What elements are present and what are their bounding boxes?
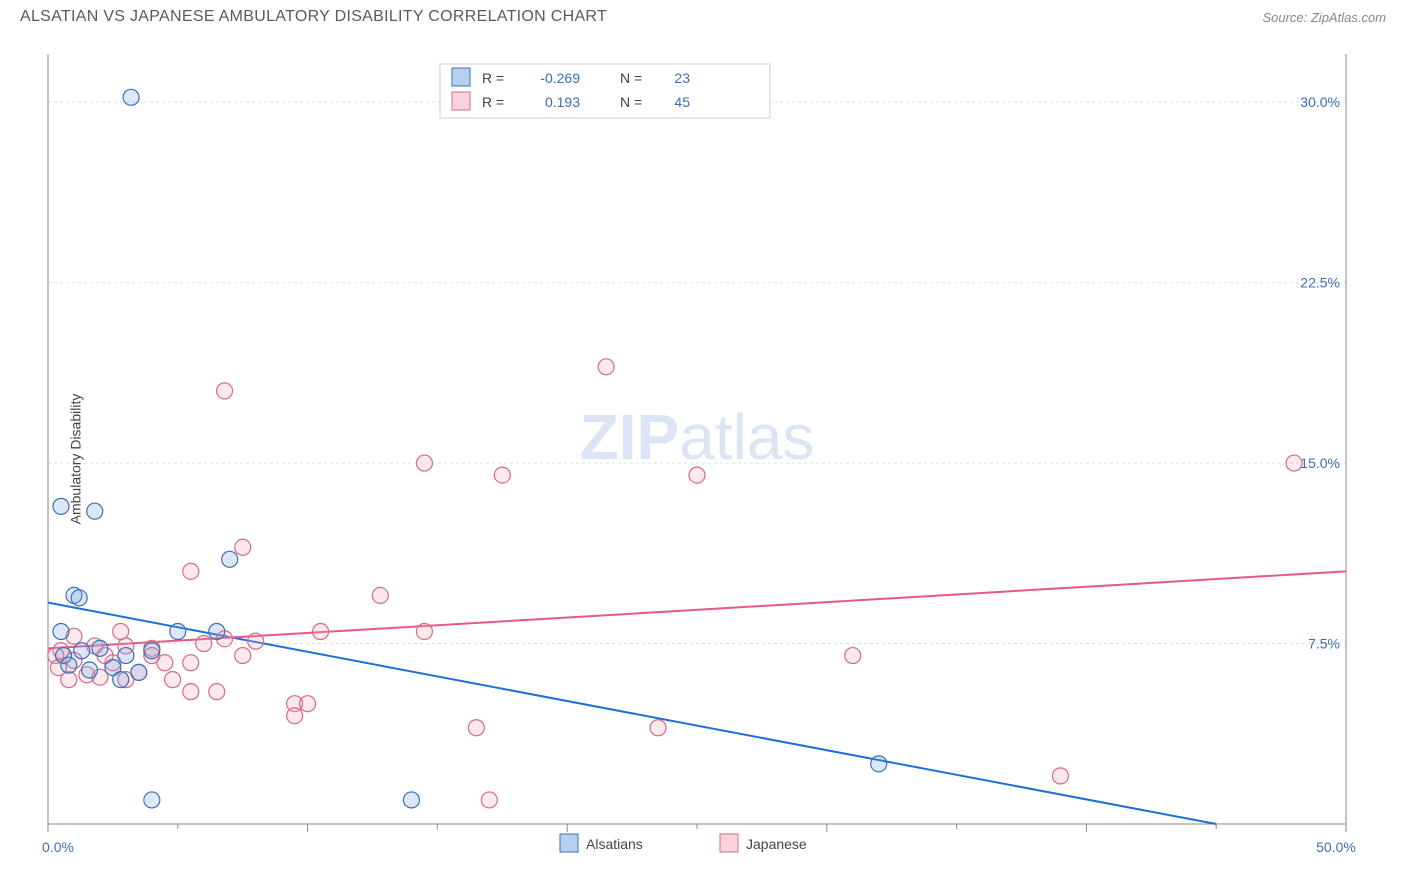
- y-tick-label: 30.0%: [1300, 94, 1340, 110]
- scatter-point-alsatians: [871, 756, 887, 772]
- legend-r-label: R =: [482, 94, 504, 110]
- legend-n-label: N =: [620, 70, 642, 86]
- scatter-point-japanese: [209, 684, 225, 700]
- bottom-legend-label: Alsatians: [586, 836, 643, 852]
- legend-r-value: -0.269: [540, 70, 580, 86]
- scatter-point-alsatians: [82, 662, 98, 678]
- bottom-legend-swatch: [560, 834, 578, 852]
- legend-n-value: 23: [674, 70, 690, 86]
- scatter-point-japanese: [248, 633, 264, 649]
- chart-header: ALSATIAN VS JAPANESE AMBULATORY DISABILI…: [0, 0, 1406, 34]
- scatter-point-japanese: [235, 648, 251, 664]
- scatter-point-alsatians: [53, 624, 69, 640]
- scatter-point-alsatians: [209, 624, 225, 640]
- scatter-point-japanese: [372, 587, 388, 603]
- scatter-point-japanese: [287, 708, 303, 724]
- scatter-point-japanese: [165, 672, 181, 688]
- scatter-point-japanese: [1052, 768, 1068, 784]
- x-axis-label-right: 50.0%: [1316, 839, 1356, 855]
- scatter-point-alsatians: [92, 640, 108, 656]
- scatter-point-alsatians: [131, 664, 147, 680]
- scatter-point-alsatians: [74, 643, 90, 659]
- legend-swatch: [452, 68, 470, 86]
- scatter-point-japanese: [481, 792, 497, 808]
- scatter-chart: ZIPatlas 7.5% 15.0% 22.5% 30.0% 0.0% 50.0% R = -…: [0, 34, 1406, 884]
- scatter-point-alsatians: [123, 89, 139, 105]
- chart-container: Ambulatory Disability ZIPatlas 7.5% 15.0% 2…: [0, 34, 1406, 884]
- chart-source: Source: ZipAtlas.com: [1262, 10, 1386, 25]
- y-tick-label: 22.5%: [1300, 275, 1340, 291]
- scatter-point-alsatians: [87, 503, 103, 519]
- scatter-point-japanese: [494, 467, 510, 483]
- legend-r-value: 0.193: [545, 94, 580, 110]
- scatter-point-japanese: [196, 636, 212, 652]
- scatter-point-alsatians: [403, 792, 419, 808]
- scatter-point-japanese: [313, 624, 329, 640]
- scatter-point-japanese: [845, 648, 861, 664]
- y-tick-label: 15.0%: [1300, 455, 1340, 471]
- bottom-legend-swatch: [720, 834, 738, 852]
- scatter-point-japanese: [468, 720, 484, 736]
- scatter-point-alsatians: [118, 648, 134, 664]
- scatter-point-japanese: [183, 563, 199, 579]
- scatter-point-alsatians: [113, 672, 129, 688]
- legend-r-label: R =: [482, 70, 504, 86]
- legend-n-label: N =: [620, 94, 642, 110]
- scatter-point-japanese: [300, 696, 316, 712]
- scatter-point-japanese: [689, 467, 705, 483]
- x-axis-label-left: 0.0%: [42, 839, 74, 855]
- legend-swatch: [452, 92, 470, 110]
- scatter-point-japanese: [416, 455, 432, 471]
- scatter-point-japanese: [183, 655, 199, 671]
- regression-line-japanese: [48, 571, 1346, 648]
- scatter-point-alsatians: [61, 657, 77, 673]
- scatter-point-alsatians: [170, 624, 186, 640]
- scatter-point-alsatians: [144, 643, 160, 659]
- scatter-point-alsatians: [144, 792, 160, 808]
- y-axis-label: Ambulatory Disability: [67, 394, 83, 525]
- scatter-point-japanese: [598, 359, 614, 375]
- watermark: ZIPatlas: [580, 401, 815, 473]
- scatter-point-japanese: [235, 539, 251, 555]
- y-tick-label: 7.5%: [1308, 636, 1340, 652]
- bottom-legend-label: Japanese: [746, 836, 807, 852]
- scatter-point-japanese: [416, 624, 432, 640]
- scatter-point-japanese: [1286, 455, 1302, 471]
- legend-n-value: 45: [674, 94, 690, 110]
- scatter-point-japanese: [113, 624, 129, 640]
- scatter-point-alsatians: [222, 551, 238, 567]
- scatter-point-japanese: [183, 684, 199, 700]
- scatter-point-alsatians: [71, 590, 87, 606]
- chart-title: ALSATIAN VS JAPANESE AMBULATORY DISABILI…: [20, 8, 607, 26]
- scatter-point-japanese: [650, 720, 666, 736]
- scatter-point-japanese: [217, 383, 233, 399]
